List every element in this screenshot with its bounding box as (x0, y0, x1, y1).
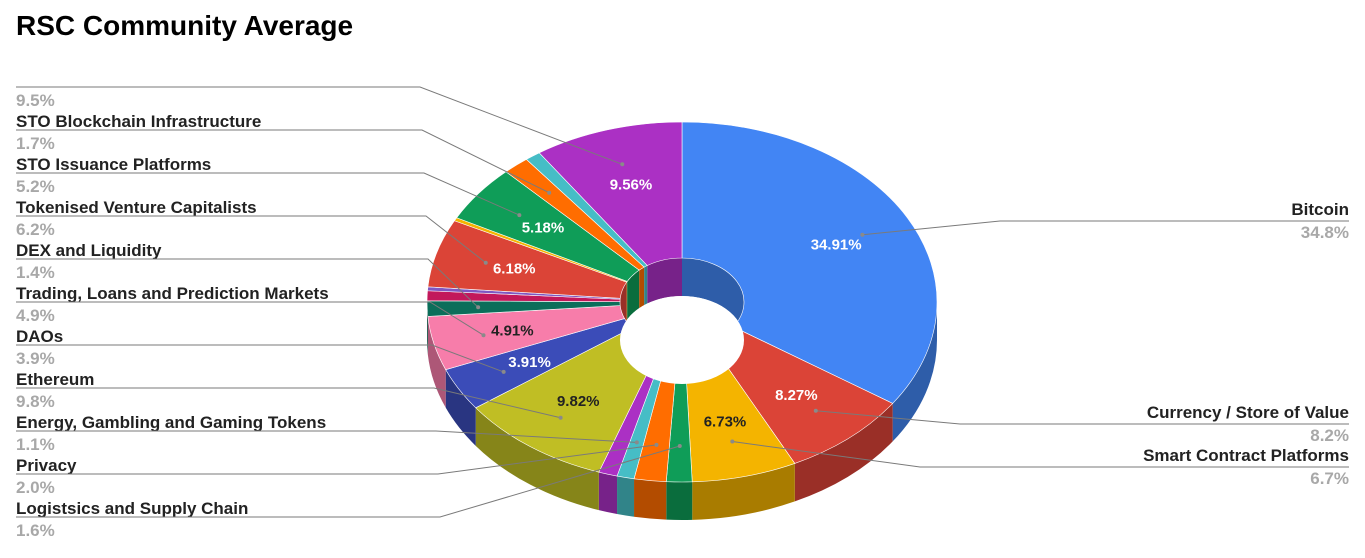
leader-line (862, 220, 1349, 236)
legend-value: 3.9% (16, 349, 55, 368)
slice-percent-label: 6.18% (493, 260, 536, 277)
slice-side (634, 478, 667, 520)
donut-top-faces (426, 121, 938, 483)
leader-dot (483, 260, 488, 265)
slice-percent-label: 8.27% (775, 387, 818, 404)
slice-side (598, 472, 618, 515)
leader-line (16, 387, 561, 419)
slice-inner-wall (639, 267, 645, 309)
legend-value: 6.2% (16, 220, 55, 239)
leader-dot (517, 213, 522, 218)
legend-value: 2.0% (16, 478, 55, 497)
slice-side (445, 369, 476, 446)
slice-side (892, 302, 937, 442)
slice-percent-labels: 34.91% 8.27% 6.73% 9.82% 3.91% 4.91% 6.18% 5.18… (491, 176, 862, 430)
legend-label: Energy, Gambling and Gaming Tokens (16, 413, 326, 432)
legend-label: Privacy (16, 456, 77, 475)
legend-label: DEX and Liquidity (16, 241, 162, 260)
legend-label: Bitcoin (1291, 200, 1349, 219)
slice-inner-wall (647, 258, 682, 304)
leader-dot (558, 415, 563, 420)
leader-dot (730, 439, 735, 444)
legend-value: 8.2% (1310, 426, 1349, 445)
slice-side (475, 407, 599, 511)
slice-percent-label: 3.91% (508, 354, 551, 371)
legend-label: Trading, Loans and Prediction Markets (16, 284, 329, 303)
legend-value: 5.2% (16, 177, 55, 196)
leader-line (16, 129, 550, 194)
donut-hole-walls (620, 258, 744, 340)
legend-value: 1.1% (16, 435, 55, 454)
slice-side (617, 476, 635, 517)
leader-dot (501, 369, 506, 374)
legend-label: Tokenised Venture Capitalists (16, 198, 257, 217)
leader-dot (481, 333, 486, 338)
slice-inner-wall (626, 281, 628, 321)
slice-percent-label: 9.82% (557, 393, 600, 410)
legend-label: Logistsics and Supply Chain (16, 499, 248, 518)
leader-line (16, 344, 504, 373)
slice-inner-wall (627, 270, 640, 320)
legend-value: 4.9% (16, 306, 55, 325)
donut-side-walls (427, 302, 937, 520)
slice-side (666, 481, 693, 520)
leader-line (16, 444, 657, 475)
leader-dot (476, 305, 481, 310)
legend-label: Smart Contract Platforms (1143, 446, 1349, 465)
leader-dot (620, 162, 625, 167)
leader-line (16, 258, 479, 308)
leader-line (16, 301, 484, 336)
slice-percent-label: 4.91% (491, 322, 534, 339)
legend-value: 9.5% (16, 91, 55, 110)
legend-label: DAOs (16, 327, 63, 346)
legend-value: 6.7% (1310, 469, 1349, 488)
legend-label: Ethereum (16, 370, 94, 389)
slice-percent-label: 34.91% (811, 236, 862, 253)
slice-side (794, 403, 893, 502)
slice-side (692, 463, 795, 520)
slice-percent-label: 5.18% (522, 220, 565, 237)
legend-right: Bitcoin 34.8% Currency / Store of Value 8.2… (730, 200, 1349, 488)
legend-value: 1.7% (16, 134, 55, 153)
slice-percent-label: 9.56% (610, 176, 653, 193)
slice-inner-wall (644, 265, 648, 306)
slice-percent-label: 6.73% (704, 413, 747, 430)
donut-hole (620, 296, 744, 384)
legend-value: 1.6% (16, 521, 55, 540)
pie-slice[interactable] (538, 121, 683, 266)
leader-line (815, 410, 1349, 425)
legend-value: 34.8% (1301, 223, 1349, 242)
leader-line (16, 430, 637, 443)
leader-dot (677, 443, 682, 448)
leader-dot (860, 232, 865, 237)
leader-line (16, 215, 487, 264)
legend-label: Currency / Store of Value (1147, 403, 1349, 422)
legend-label: STO Blockchain Infrastructure (16, 112, 261, 131)
leader-line (16, 445, 680, 518)
leader-line (16, 172, 520, 216)
legend-value: 1.4% (16, 263, 55, 282)
legend-label: STO Issuance Platforms (16, 155, 211, 174)
slice-inner-wall (682, 258, 744, 340)
leader-dot (654, 442, 659, 447)
leader-dot (547, 190, 552, 195)
legend-left: 9.5% STO Blockchain Infrastructure 1.7% STO… (16, 86, 682, 540)
leader-line (16, 86, 623, 165)
leader-line (732, 441, 1349, 468)
pie-slice[interactable] (681, 121, 938, 404)
leader-dot (813, 408, 818, 413)
chart-title: RSC Community Average (16, 10, 354, 41)
legend-value: 9.8% (16, 392, 55, 411)
leader-dot (634, 440, 639, 445)
